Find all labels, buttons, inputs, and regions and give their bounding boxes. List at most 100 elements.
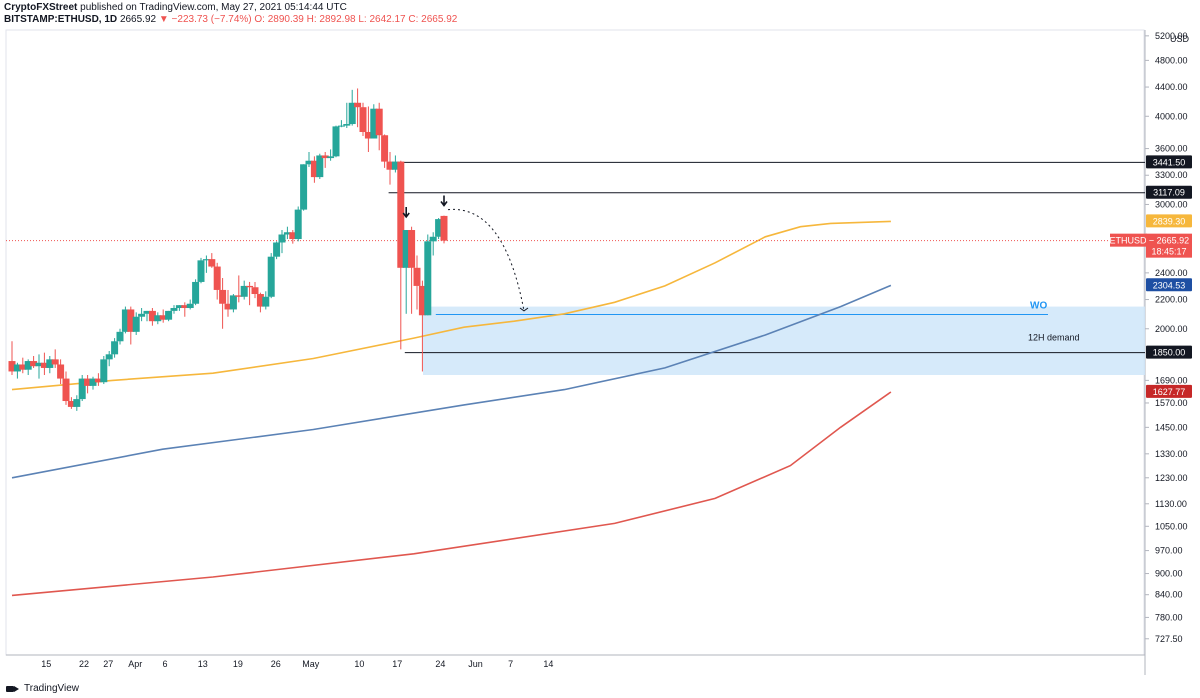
candle[interactable] (262, 291, 270, 310)
candle[interactable] (435, 218, 443, 240)
candle[interactable] (111, 338, 119, 358)
candle[interactable] (94, 373, 102, 386)
candle-body (24, 361, 32, 370)
candle[interactable] (359, 102, 367, 137)
candle[interactable] (381, 134, 389, 168)
candle[interactable] (413, 255, 421, 310)
candle-body (181, 305, 189, 309)
candle[interactable] (278, 230, 286, 254)
candle[interactable] (78, 374, 86, 402)
candle[interactable] (219, 278, 227, 329)
candle[interactable] (332, 125, 340, 158)
candle[interactable] (235, 275, 243, 303)
candle[interactable] (202, 255, 210, 273)
candle[interactable] (408, 226, 416, 314)
candle[interactable] (186, 299, 194, 310)
candle[interactable] (8, 341, 16, 375)
candle-body (402, 230, 410, 268)
candle-body (364, 131, 372, 139)
candle[interactable] (51, 349, 59, 368)
candle[interactable] (402, 230, 410, 314)
price-tag-text: 3441.50 (1153, 157, 1186, 167)
candle[interactable] (397, 160, 405, 350)
candle[interactable] (30, 355, 38, 368)
candle[interactable] (197, 257, 205, 284)
candle[interactable] (321, 151, 329, 168)
candle[interactable] (429, 232, 437, 256)
candle[interactable] (67, 397, 75, 409)
candle[interactable] (105, 351, 113, 367)
candle[interactable] (251, 281, 259, 299)
candle[interactable] (208, 253, 216, 268)
candle[interactable] (24, 359, 32, 375)
candle[interactable] (294, 206, 302, 242)
price-tag: 1850.00 (1146, 345, 1192, 359)
candle[interactable] (73, 395, 81, 411)
x-tick-label: 17 (392, 659, 402, 669)
candle[interactable] (370, 104, 378, 139)
candle[interactable] (337, 120, 345, 128)
x-tick-label: 22 (79, 659, 89, 669)
candle[interactable] (224, 289, 232, 317)
candle[interactable] (418, 280, 426, 372)
candle[interactable] (310, 156, 318, 183)
candle-body (219, 289, 227, 304)
candle[interactable] (364, 106, 372, 152)
candle[interactable] (375, 102, 383, 151)
candle[interactable] (348, 89, 356, 126)
candle[interactable] (289, 230, 297, 244)
candle[interactable] (192, 279, 200, 306)
candle[interactable] (154, 312, 162, 325)
candle[interactable] (181, 302, 189, 317)
candle[interactable] (132, 312, 140, 335)
candle-body (105, 354, 113, 360)
candle[interactable] (127, 306, 135, 345)
candle[interactable] (391, 155, 399, 173)
candle[interactable] (283, 226, 291, 240)
candle[interactable] (305, 151, 313, 167)
candle[interactable] (424, 234, 432, 316)
candle[interactable] (165, 310, 173, 322)
candle[interactable] (13, 362, 21, 379)
candle[interactable] (62, 371, 70, 405)
candle[interactable] (121, 306, 129, 334)
candle[interactable] (84, 374, 92, 394)
candle[interactable] (57, 359, 65, 385)
candle[interactable] (440, 215, 448, 244)
candle[interactable] (343, 102, 351, 128)
candle[interactable] (19, 357, 27, 374)
candle-body (300, 164, 308, 210)
candle[interactable] (148, 308, 156, 326)
candle[interactable] (116, 328, 124, 345)
candle[interactable] (327, 149, 335, 161)
candle-body (224, 303, 232, 310)
candle[interactable] (316, 153, 324, 179)
candle[interactable] (100, 355, 108, 385)
candle[interactable] (229, 294, 237, 313)
candle[interactable] (213, 262, 221, 300)
candle[interactable] (89, 376, 97, 390)
moving-average-line (11, 391, 892, 597)
candle[interactable] (138, 308, 146, 322)
candle[interactable] (46, 355, 54, 374)
candle[interactable] (386, 151, 394, 185)
candle[interactable] (170, 305, 178, 314)
candle[interactable] (240, 280, 248, 300)
candle[interactable] (175, 305, 183, 311)
symbol-name[interactable]: BITSTAMP:ETHUSD, 1D (4, 14, 118, 25)
candle[interactable] (267, 253, 275, 299)
candle[interactable] (40, 352, 48, 375)
footer-brand[interactable]: TradingView (24, 683, 80, 694)
candle[interactable] (300, 164, 308, 211)
author-name[interactable]: CryptoFXStreet (4, 2, 78, 13)
candle[interactable] (273, 241, 281, 260)
candle[interactable] (159, 309, 167, 323)
candle[interactable] (35, 354, 43, 379)
candle[interactable] (143, 310, 151, 322)
candle[interactable] (246, 281, 254, 306)
candle[interactable] (354, 88, 362, 128)
chart-header: CryptoFXStreet published on TradingView.… (4, 2, 457, 26)
candle[interactable] (256, 292, 264, 313)
